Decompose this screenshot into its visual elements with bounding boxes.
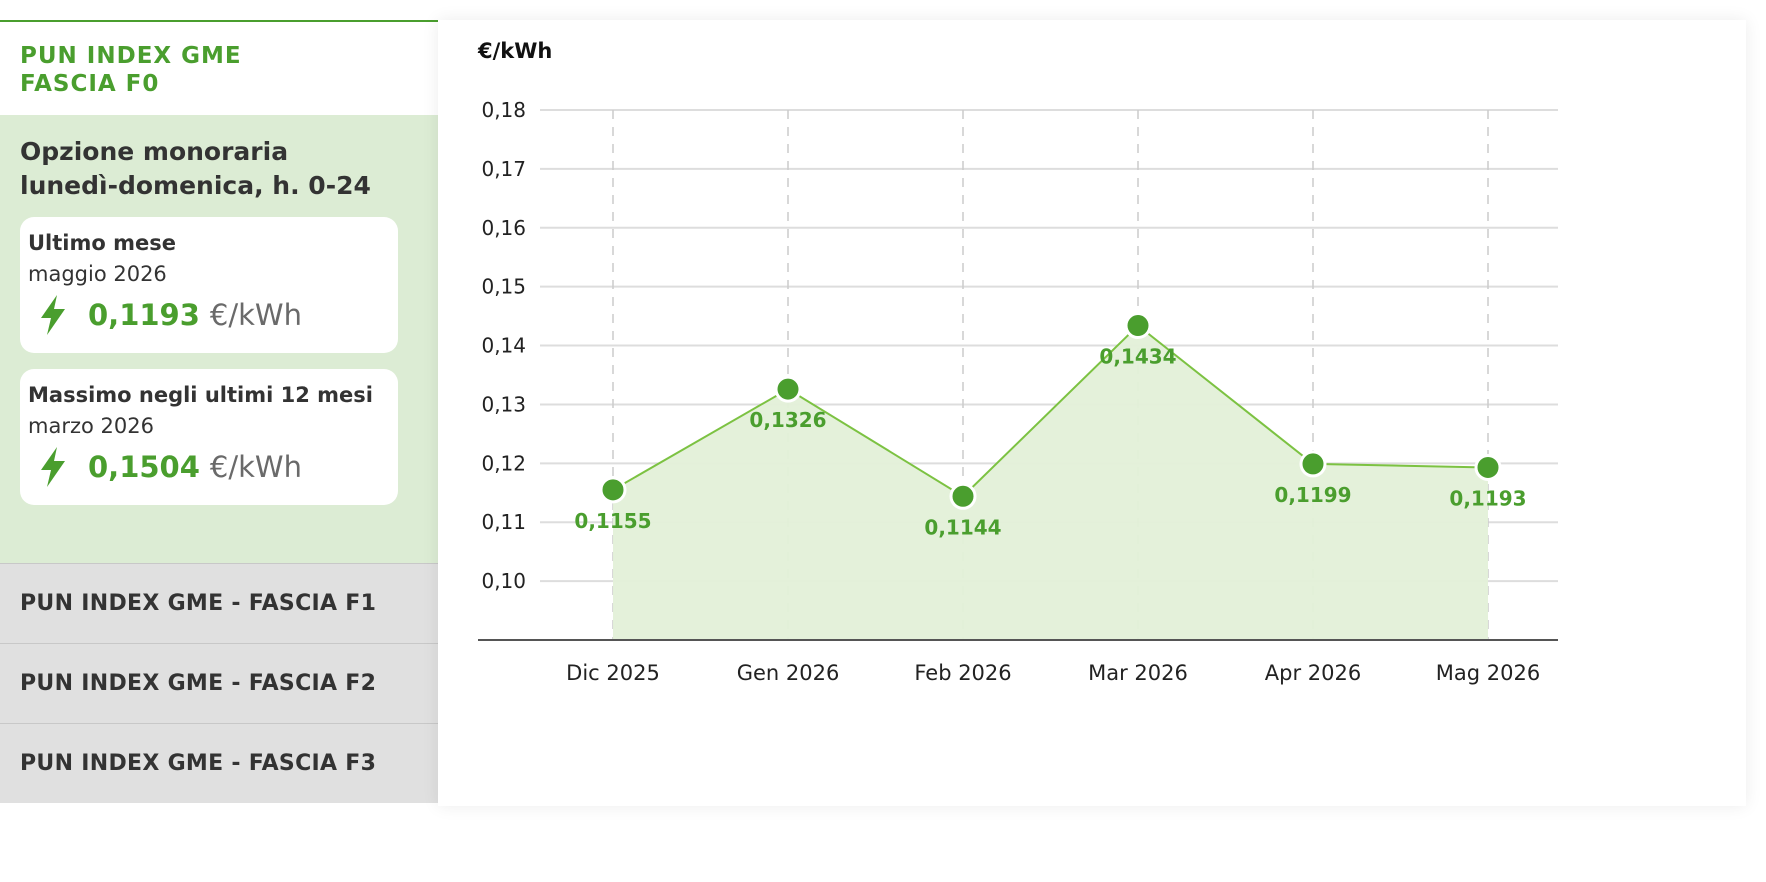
y-axis-label: €/kWh <box>477 39 552 63</box>
card-label: Ultimo mese <box>28 231 176 255</box>
chart-card: €/kWh 0,10 0,11 0,12 0,13 0,14 0,15 0,16 0,17 0,… <box>438 20 1746 806</box>
x-tick-label: Mag 2026 <box>1436 661 1540 685</box>
card-value-row: 0,1504 €/kWh <box>28 447 398 487</box>
tab-fascia-f3[interactable]: PUN INDEX GME - FASCIA F3 <box>0 723 438 803</box>
card-unit: €/kWh <box>209 450 302 484</box>
series-area <box>613 325 1488 640</box>
y-tick-label: 0,13 <box>481 392 526 416</box>
data-label: 0,1144 <box>924 515 1001 539</box>
card-value: 0,1504 <box>88 450 200 484</box>
card-value: 0,1193 <box>88 298 200 332</box>
series-line <box>612 324 1489 498</box>
card-value-row: 0,1193 €/kWh <box>28 295 398 335</box>
data-label: 0,1199 <box>1274 483 1351 507</box>
lightning-bolt-icon <box>41 295 65 335</box>
data-point[interactable] <box>774 375 802 403</box>
tab-fascia-f2[interactable]: PUN INDEX GME - FASCIA F2 <box>0 643 438 723</box>
tab-fascia-f1[interactable]: PUN INDEX GME - FASCIA F1 <box>0 563 438 643</box>
data-label: 0,1193 <box>1449 486 1526 510</box>
data-label: 0,1434 <box>1099 345 1176 369</box>
x-tick-label: Feb 2026 <box>914 661 1011 685</box>
lightning-bolt-icon <box>41 447 65 487</box>
x-tick-label: Dic 2025 <box>566 661 660 685</box>
data-point[interactable] <box>1474 453 1502 481</box>
panel-subtitle: Opzione monoraria lunedì-domenica, h. 0-… <box>20 137 371 200</box>
x-tick-label: Gen 2026 <box>737 661 840 685</box>
data-point[interactable] <box>599 476 627 504</box>
data-label: 0,1155 <box>574 509 651 533</box>
y-tick-label: 0,12 <box>481 451 526 475</box>
y-tick-label: 0,18 <box>481 98 526 122</box>
card-unit: €/kWh <box>209 298 302 332</box>
tab-fascia-f0[interactable]: PUN INDEX GME FASCIA F0 <box>0 20 438 115</box>
last-month-card: Ultimo mese maggio 2026 0,1193 €/kWh <box>20 217 398 353</box>
y-tick-label: 0,10 <box>481 569 526 593</box>
card-date: maggio 2026 <box>28 262 167 286</box>
data-point[interactable] <box>949 482 977 510</box>
y-tick-label: 0,11 <box>481 510 526 534</box>
pun-price-chart: €/kWh 0,10 0,11 0,12 0,13 0,14 0,15 0,16 0,17 0,… <box>477 39 1558 685</box>
card-label: Massimo negli ultimi 12 mesi <box>28 383 373 407</box>
data-point[interactable] <box>1299 450 1327 478</box>
active-tab-title: PUN INDEX GME FASCIA F0 <box>20 43 242 97</box>
sidebar: PUN INDEX GME FASCIA F0 Opzione monorari… <box>0 20 438 803</box>
data-point[interactable] <box>1124 312 1152 340</box>
card-date: marzo 2026 <box>28 414 154 438</box>
x-tick-label: Apr 2026 <box>1265 661 1361 685</box>
y-tick-label: 0,17 <box>481 157 526 181</box>
fascia-f0-panel: Opzione monoraria lunedì-domenica, h. 0-… <box>0 115 438 563</box>
y-tick-label: 0,14 <box>481 334 526 358</box>
y-tick-label: 0,15 <box>481 275 526 299</box>
max-12-months-card: Massimo negli ultimi 12 mesi marzo 2026 … <box>20 369 398 505</box>
y-tick-label: 0,16 <box>481 216 526 240</box>
data-label: 0,1326 <box>749 408 826 432</box>
x-tick-label: Mar 2026 <box>1088 661 1188 685</box>
